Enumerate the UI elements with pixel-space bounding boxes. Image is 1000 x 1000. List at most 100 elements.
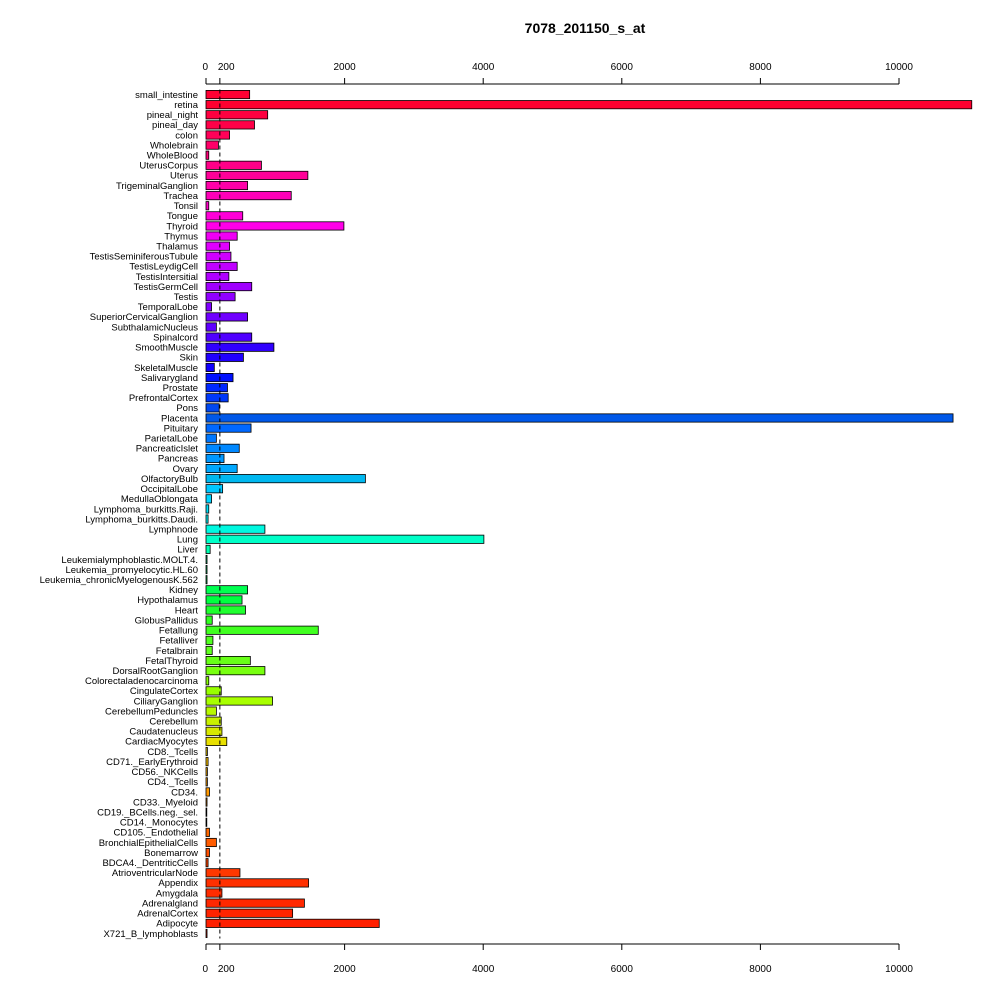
category-label: Thyroid [166, 221, 198, 232]
bar [205, 322, 217, 332]
bar [205, 565, 208, 575]
category-label: Pituitary [164, 423, 199, 434]
category-label: Caudatenucleus [129, 727, 198, 738]
x-tick-label: 0 [202, 62, 208, 73]
category-label: Skin [180, 353, 198, 364]
category-label: TestisLeydigCell [129, 262, 198, 273]
bar [205, 282, 253, 292]
category-label: CiliaryGanglion [134, 696, 198, 707]
category-label: CD71._EarlyErythroid [106, 757, 198, 768]
category-label: AtrioventricularNode [112, 868, 198, 879]
category-label: Thalamus [156, 241, 198, 252]
bar [205, 635, 214, 645]
bar [205, 140, 219, 150]
bar [205, 787, 210, 797]
category-label: BDCA4._DentriticCells [102, 858, 198, 869]
bar [205, 180, 248, 191]
bar [205, 160, 262, 170]
bar [205, 393, 229, 403]
category-label: CD33._Myeloid [133, 797, 198, 808]
category-label: Lymphoma_burkitts.Raji. [94, 504, 198, 515]
category-label: Bonemarrow [144, 848, 198, 859]
category-label: UterusCorpus [139, 161, 198, 172]
category-label: Colorectaladenocarcinoma [85, 676, 199, 687]
category-label: Leukemia_promyelocytic.HL.60 [65, 565, 198, 576]
category-label: CD56._NKCells [131, 767, 198, 778]
x-tick-label: 200 [218, 964, 235, 975]
bar [205, 767, 208, 777]
category-label: Pons [176, 403, 198, 414]
bar [205, 170, 309, 180]
bar [205, 110, 269, 120]
category-label: OlfactoryBulb [141, 474, 198, 485]
bar [205, 858, 209, 868]
category-label: AdrenalCortex [137, 909, 198, 920]
x-tick-label: 6000 [611, 62, 634, 73]
x-tick-label: 6000 [611, 964, 634, 975]
category-label: Amygdala [156, 888, 199, 899]
category-label: Spinalcord [153, 332, 198, 343]
category-label: Wholebrain [150, 140, 198, 151]
category-label: Prostate [163, 383, 198, 394]
x-tick-label: 8000 [749, 62, 772, 73]
bar [205, 362, 215, 372]
bar [205, 898, 305, 908]
bar [205, 150, 210, 160]
bar [205, 302, 212, 312]
category-label: Thymus [164, 231, 198, 242]
bar [205, 757, 209, 767]
category-label: Fetallung [159, 626, 198, 637]
category-label: Liver [177, 545, 198, 556]
bar [205, 312, 248, 322]
bar [205, 494, 212, 504]
category-label: Tonsil [174, 201, 198, 212]
category-label: CD14._Monocytes [120, 818, 198, 829]
category-label: SubthalamicNucleus [111, 322, 198, 333]
x-tick-label: 2000 [333, 62, 356, 73]
x-tick-label: 8000 [749, 964, 772, 975]
category-label: OccipitalLobe [140, 484, 198, 495]
category-label: Adipocyte [156, 919, 198, 930]
bar [205, 676, 210, 686]
category-label: Salivarygland [141, 373, 198, 384]
category-label: CD19._BCells.neg._sel. [97, 807, 198, 818]
bar [205, 878, 309, 888]
bar [205, 423, 252, 433]
bar [205, 726, 223, 736]
bar [205, 797, 208, 807]
bar [205, 807, 208, 817]
category-label: Leukemialymphoblastic.MOLT.4. [61, 555, 198, 566]
category-label: Testis [174, 292, 199, 303]
category-label: CD105._Endothelial [113, 828, 198, 839]
x-tick-label: 10000 [885, 62, 913, 73]
bar [205, 413, 954, 423]
bar [205, 120, 255, 130]
bar [205, 868, 241, 878]
category-label: Adrenalgland [142, 898, 198, 909]
bar [205, 656, 251, 666]
bar [205, 716, 222, 726]
category-label: Ovary [173, 464, 199, 475]
bar [205, 908, 294, 918]
category-label: CD8._Tcells [147, 747, 198, 758]
category-label: PancreaticIslet [136, 444, 199, 455]
category-label: TestisGermCell [134, 282, 198, 293]
category-label: GlobusPallidus [135, 615, 199, 626]
category-label: small_intestine [135, 90, 198, 101]
category-label: SkeletalMuscle [134, 363, 198, 374]
category-label: WholeBlood [147, 151, 198, 162]
bar [205, 90, 251, 100]
bar [205, 888, 223, 898]
category-label: TemporalLobe [138, 302, 198, 313]
category-label: Lung [177, 535, 198, 546]
bar [205, 332, 253, 342]
category-label: BronchialEpithelialCells [99, 838, 199, 849]
bar [205, 777, 208, 787]
category-label: Lymphoma_burkitts.Daudi. [85, 514, 198, 525]
bar [205, 221, 345, 231]
category-label: CardiacMyocytes [125, 737, 198, 748]
category-label: Uterus [170, 171, 198, 182]
bar [205, 918, 380, 928]
category-label: CD34. [171, 787, 198, 798]
